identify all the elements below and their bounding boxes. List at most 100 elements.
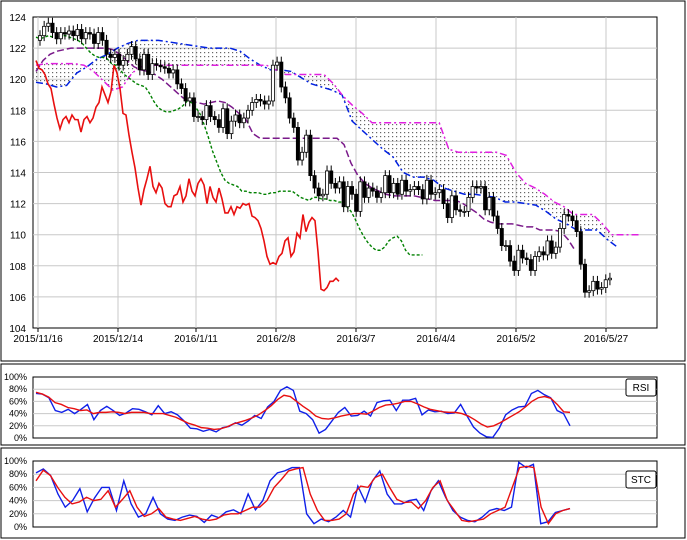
candlestick <box>62 27 67 40</box>
candlestick <box>558 223 563 253</box>
stc-y-tick-label: 80% <box>9 469 27 479</box>
candle-body-down <box>154 63 159 66</box>
candle-body-up <box>75 29 80 37</box>
candlestick <box>495 210 500 234</box>
candlestick <box>262 95 267 110</box>
candle-body-up <box>245 109 250 119</box>
candle-body-down <box>499 228 504 246</box>
candlestick <box>187 92 192 107</box>
price-y-tick-label: 104 <box>9 324 26 335</box>
candlestick <box>503 240 508 252</box>
stc-legend-label: STC <box>631 475 651 486</box>
candlestick <box>391 177 396 199</box>
rsi-red-line <box>35 391 571 431</box>
candle-body-up <box>58 32 63 40</box>
candlestick <box>146 48 151 80</box>
candle-body-up <box>558 228 563 248</box>
candle-body-down <box>578 231 583 265</box>
candle-body-down <box>92 33 97 44</box>
candle-body-up <box>503 245 508 247</box>
candle-body-down <box>512 260 517 271</box>
candlestick <box>607 272 612 286</box>
price-y-tick-label: 120 <box>9 75 26 86</box>
candlestick <box>96 27 101 49</box>
candle-body-down <box>595 280 600 290</box>
candle-body-down <box>362 181 367 198</box>
candle-body-down <box>208 105 213 117</box>
candlestick <box>449 190 454 224</box>
candle-body-down <box>287 97 292 119</box>
candlestick <box>258 93 263 107</box>
candlestick <box>595 275 600 295</box>
candle-body-up <box>603 279 608 288</box>
candlestick <box>433 187 438 200</box>
price-y-tick-label: 106 <box>9 293 26 304</box>
candlestick <box>591 275 596 297</box>
candle-body-up <box>42 25 47 37</box>
candle-body-down <box>333 182 338 189</box>
price-panel-frame <box>0 0 686 362</box>
candlestick <box>129 41 134 60</box>
candlestick <box>137 53 142 76</box>
candlestick <box>46 17 51 32</box>
candle-body-up <box>270 64 275 102</box>
candlestick <box>453 190 458 216</box>
candle-body-down <box>491 196 496 217</box>
candlestick <box>574 215 579 238</box>
candle-body-up <box>121 60 126 66</box>
price-x-tick-label: 2016/5/2 <box>497 334 536 345</box>
candlestick <box>300 146 305 166</box>
candlestick <box>117 48 122 71</box>
candlestick <box>320 188 325 202</box>
candle-body-down <box>570 215 575 222</box>
candlestick <box>404 174 409 197</box>
candlestick <box>270 59 275 107</box>
candle-body-down <box>312 175 317 189</box>
candle-body-up <box>487 196 492 211</box>
red-series-line <box>35 60 340 292</box>
candlestick <box>587 285 592 298</box>
candlestick <box>354 188 359 217</box>
candlestick <box>474 181 479 194</box>
price-x-tick-label: 2016/1/11 <box>174 334 218 345</box>
candle-body-down <box>566 214 571 217</box>
candle-body-up <box>553 246 558 254</box>
candle-body-down <box>582 263 587 293</box>
candlestick <box>162 61 167 74</box>
candlestick <box>100 27 105 46</box>
stc-y-tick-label: 60% <box>9 482 27 492</box>
candle-body-down <box>291 117 296 128</box>
rsi-panel-frame <box>0 363 686 446</box>
candlestick <box>349 181 354 200</box>
candlestick <box>516 244 521 276</box>
candlestick <box>325 165 330 200</box>
candle-body-up <box>233 114 238 122</box>
candlestick <box>108 48 113 63</box>
candle-body-down <box>524 257 529 260</box>
candle-body-up <box>449 195 454 218</box>
price-x-tick-label: 2016/2/8 <box>257 334 296 345</box>
candle-body-down <box>179 83 184 89</box>
stc-blue-line <box>35 461 571 525</box>
candle-body-down <box>458 209 463 212</box>
candlestick <box>275 56 280 71</box>
candlestick <box>87 27 92 40</box>
candlestick <box>291 112 296 133</box>
candlestick <box>54 27 59 45</box>
candle-body-up <box>516 249 521 271</box>
candlestick <box>549 235 554 259</box>
candlestick <box>462 205 467 217</box>
candlestick <box>171 64 176 79</box>
candle-body-down <box>549 240 554 254</box>
stc-red-line <box>35 465 571 526</box>
candle-body-up <box>412 186 417 191</box>
candle-body-down <box>483 186 488 211</box>
candlestick <box>512 255 517 276</box>
candle-body-up <box>391 182 396 194</box>
candlestick <box>470 181 475 203</box>
candle-body-up <box>150 63 155 75</box>
candle-body-down <box>279 61 284 88</box>
candle-body-up <box>320 193 325 197</box>
candle-body-up <box>204 105 209 121</box>
green-dashed-line <box>35 34 423 256</box>
